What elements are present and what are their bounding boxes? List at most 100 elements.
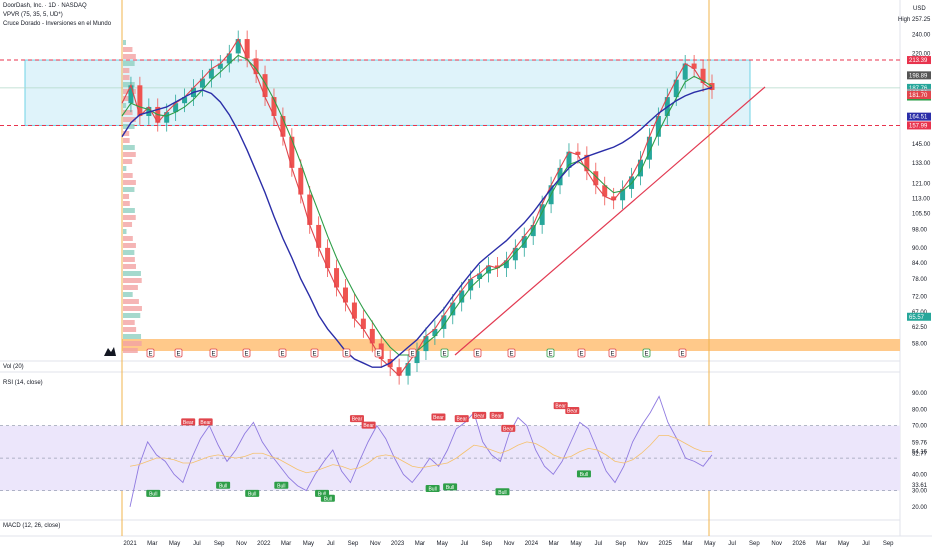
signal-badge[interactable] (565, 407, 580, 414)
candle-body[interactable] (342, 287, 348, 303)
signal-badge[interactable] (472, 411, 487, 419)
candle-body[interactable] (137, 85, 143, 116)
candle-body[interactable] (235, 39, 241, 54)
signal-badge[interactable] (198, 418, 213, 426)
candle-body[interactable] (709, 83, 715, 90)
candle-body[interactable] (164, 112, 170, 123)
earnings-marker[interactable] (278, 348, 287, 358)
signal-badge[interactable] (320, 494, 335, 502)
signal-badge[interactable] (181, 418, 196, 426)
candle-body[interactable] (477, 273, 483, 279)
golden-cross-indicator-label[interactable]: Cruce Dorado - Inversiones en el Mundo (3, 21, 112, 27)
candle-body[interactable] (289, 136, 295, 168)
candle-body[interactable] (646, 136, 652, 160)
candle-body[interactable] (593, 171, 599, 186)
candle-body[interactable] (441, 315, 447, 329)
candle-body[interactable] (620, 188, 626, 201)
candle-body[interactable] (316, 224, 322, 248)
candle-body[interactable] (351, 302, 357, 319)
earnings-marker[interactable] (374, 348, 383, 358)
candle-body[interactable] (280, 115, 286, 137)
earnings-marker[interactable] (242, 348, 251, 358)
rsi-panel[interactable]: Bear BearBullBullBullBullBullBullBearBear… (0, 395, 900, 507)
candle-body[interactable] (539, 204, 545, 225)
candle-body[interactable] (700, 68, 706, 84)
candle-body[interactable] (244, 39, 250, 59)
earnings-marker[interactable] (408, 348, 417, 358)
candle-body[interactable] (360, 318, 366, 329)
candle-body[interactable] (208, 68, 214, 79)
candle-body[interactable] (512, 247, 518, 261)
candle-body[interactable] (325, 247, 331, 269)
candle-body[interactable] (521, 236, 527, 248)
rsi-ma-line[interactable] (129, 434, 712, 474)
candle-body[interactable] (673, 79, 679, 98)
candle-body[interactable] (262, 74, 268, 98)
earnings-marker[interactable] (174, 348, 183, 358)
volume-panel-label[interactable]: Vol (20) (3, 364, 24, 370)
signal-badge[interactable] (361, 421, 376, 429)
candle-body[interactable] (459, 290, 465, 303)
earnings-marker[interactable] (546, 348, 555, 358)
earnings-marker[interactable] (642, 348, 651, 358)
candle-body[interactable] (575, 151, 581, 155)
earnings-marker[interactable] (440, 348, 449, 358)
earnings-marker[interactable] (146, 348, 155, 358)
candle-body[interactable] (503, 260, 509, 269)
candle-body[interactable] (611, 196, 617, 201)
earnings-marker[interactable] (310, 348, 319, 358)
candle-body[interactable] (432, 328, 438, 337)
candle-body[interactable] (253, 58, 259, 75)
support-zone[interactable] (122, 339, 900, 351)
earnings-marker[interactable] (507, 348, 516, 358)
candle-body[interactable] (530, 224, 536, 237)
signal-badge[interactable] (349, 415, 364, 423)
candle-body[interactable] (226, 53, 232, 64)
vpvr-indicator-label[interactable]: VPVR (75, 35, 5, UD*) (3, 12, 63, 18)
earnings-marker[interactable] (473, 348, 482, 358)
candle-body[interactable] (691, 63, 697, 69)
signal-badge[interactable] (431, 413, 446, 421)
signal-badge[interactable] (501, 424, 516, 432)
earnings-marker[interactable] (678, 348, 687, 358)
candle-body[interactable] (405, 363, 411, 376)
candle-body[interactable] (655, 115, 661, 137)
signal-badge[interactable] (553, 402, 568, 410)
signal-badge[interactable] (454, 415, 469, 423)
candle-body[interactable] (182, 97, 188, 104)
candle-body[interactable] (334, 268, 340, 288)
candle-body[interactable] (682, 63, 688, 80)
ascending-trendline[interactable] (454, 86, 766, 356)
ma-slow-line[interactable] (121, 86, 713, 368)
candle-body[interactable] (369, 328, 375, 344)
signal-badge[interactable] (495, 488, 510, 496)
signal-badge[interactable] (425, 485, 440, 492)
candle-body[interactable] (486, 265, 492, 274)
candle-body[interactable] (450, 302, 456, 316)
candle-body[interactable] (199, 78, 205, 88)
macd-panel-label[interactable]: MACD (12, 26, close) (3, 523, 61, 529)
candle-body[interactable] (637, 159, 643, 177)
candle-body[interactable] (396, 367, 402, 376)
signal-badge[interactable] (146, 489, 161, 497)
candle-body[interactable] (566, 151, 572, 168)
earnings-marker[interactable] (209, 348, 218, 358)
earnings-marker[interactable] (577, 348, 586, 358)
candle-body[interactable] (307, 194, 313, 225)
candle-body[interactable] (557, 167, 563, 186)
signal-badge[interactable] (443, 483, 458, 491)
signal-badge[interactable] (576, 470, 591, 478)
candle-body[interactable] (584, 154, 590, 172)
candle-body[interactable] (602, 185, 608, 197)
signal-badge[interactable] (274, 481, 289, 489)
rsi-line[interactable] (129, 395, 713, 507)
signal-badge[interactable] (216, 481, 231, 489)
candle-body[interactable] (217, 63, 223, 69)
earnings-marker[interactable] (608, 348, 617, 358)
candle-body[interactable] (298, 167, 304, 195)
candle-body[interactable] (494, 265, 500, 269)
ma-mid-line[interactable] (121, 54, 713, 356)
signal-badge[interactable] (489, 411, 504, 419)
candle-body[interactable] (173, 103, 179, 113)
